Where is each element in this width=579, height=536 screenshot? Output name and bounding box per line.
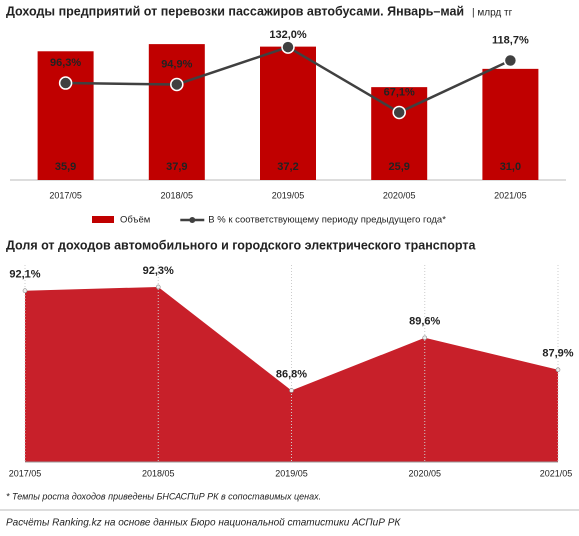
bar: [482, 68, 539, 180]
line-marker: [170, 77, 184, 92]
x-tick-label: 2018/05: [142, 468, 175, 478]
point: [155, 284, 161, 290]
bar-value-label: 25,9: [388, 161, 409, 173]
line-value-label: 96,3%: [50, 57, 81, 69]
value-label: 89,6%: [409, 316, 440, 328]
line-value-label: 67,1%: [384, 86, 415, 98]
chart-subtitle: | млрд тг: [472, 8, 513, 19]
x-tick-label: 2020/05: [408, 468, 441, 478]
x-tick-label: 2021/05: [494, 190, 527, 200]
point: [289, 388, 294, 393]
bar: [148, 44, 205, 180]
value-label: 92,3%: [143, 265, 174, 277]
x-tick-label: 2017/05: [9, 468, 42, 478]
bar-value-label: 37,2: [277, 161, 298, 173]
x-tick-label: 2019/05: [272, 190, 305, 200]
source: Расчёты Ranking.kz на основе данных Бюро…: [6, 518, 401, 529]
bar: [37, 51, 94, 180]
chart-title: Доходы предприятий от перевозки пассажир…: [6, 4, 464, 18]
x-tick-label: 2017/05: [49, 190, 82, 200]
line-value-label: 132,0%: [269, 29, 307, 41]
line-value-label: 94,9%: [161, 58, 192, 70]
legend-label: Объём: [120, 215, 150, 226]
point: [555, 367, 561, 373]
bar-value-label: 35,9: [55, 161, 76, 173]
x-tick-label: 2021/05: [540, 468, 573, 478]
line-marker: [503, 53, 518, 68]
value-label: 87,9%: [542, 348, 573, 360]
value-label: 86,8%: [276, 368, 307, 380]
line-marker: [58, 76, 73, 90]
value-label: 92,1%: [9, 269, 40, 281]
legend-swatch: [92, 216, 114, 223]
bar-value-label: 37,9: [166, 161, 187, 173]
footnote: * Темпы роста доходов приведены БНСАСПиР…: [6, 491, 321, 501]
x-tick-label: 2019/05: [275, 468, 308, 478]
line-marker: [281, 40, 295, 54]
legend-swatch: [189, 217, 196, 223]
point: [422, 335, 428, 341]
chart-title: Доля от доходов автомобильного и городск…: [6, 238, 477, 252]
point: [22, 288, 28, 294]
legend-label: В % к соответствующему периоду предыдуще…: [208, 215, 446, 226]
bar-value-label: 31,0: [500, 161, 521, 173]
bar: [260, 46, 316, 180]
line-value-label: 118,7%: [492, 34, 529, 46]
x-tick-label: 2018/05: [161, 190, 194, 200]
line-marker: [392, 105, 406, 120]
x-tick-label: 2020/05: [383, 190, 416, 200]
